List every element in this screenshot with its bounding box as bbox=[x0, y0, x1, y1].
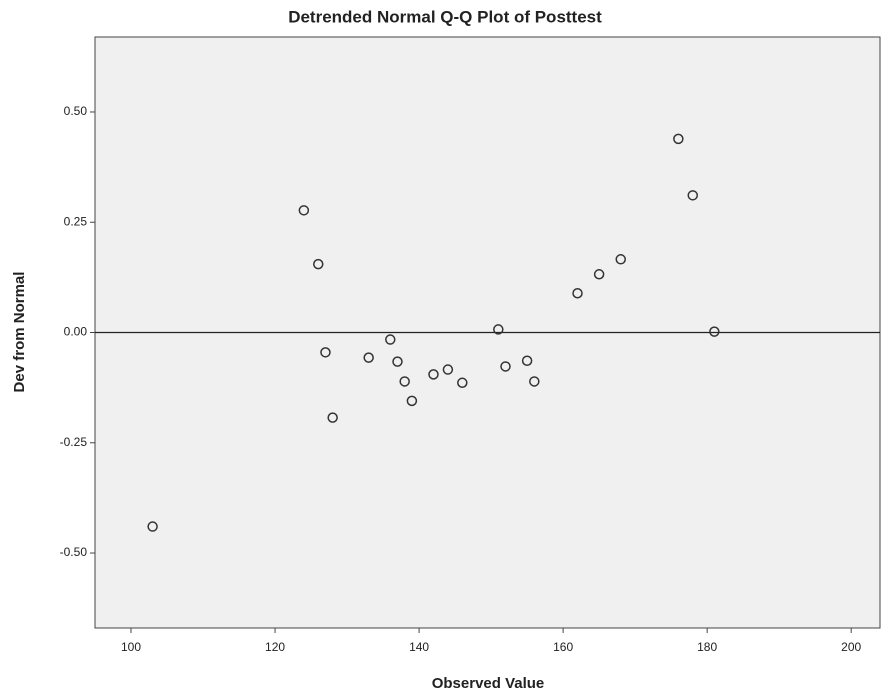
y-tick-label: 0.25 bbox=[64, 214, 88, 228]
x-tick-label: 140 bbox=[409, 640, 429, 654]
x-axis-label: Observed Value bbox=[432, 675, 545, 692]
x-tick-label: 160 bbox=[553, 640, 573, 654]
y-tick-label: -0.25 bbox=[60, 435, 88, 449]
x-tick-label: 200 bbox=[841, 640, 861, 654]
y-tick-label: 0.00 bbox=[64, 325, 88, 339]
page: {"chart_data": {"type": "scatter", "titl… bbox=[0, 0, 881, 698]
x-tick-label: 100 bbox=[121, 640, 141, 654]
y-tick-label: 0.50 bbox=[64, 104, 88, 118]
chart: Detrended Normal Q-Q Plot of Posttest Ob… bbox=[0, 0, 881, 698]
y-axis-label: Dev from Normal bbox=[11, 272, 28, 393]
chart-title: Detrended Normal Q-Q Plot of Posttest bbox=[288, 7, 602, 26]
x-tick-label: 120 bbox=[265, 640, 285, 654]
y-tick-label: -0.50 bbox=[60, 545, 88, 559]
x-tick-label: 180 bbox=[697, 640, 717, 654]
